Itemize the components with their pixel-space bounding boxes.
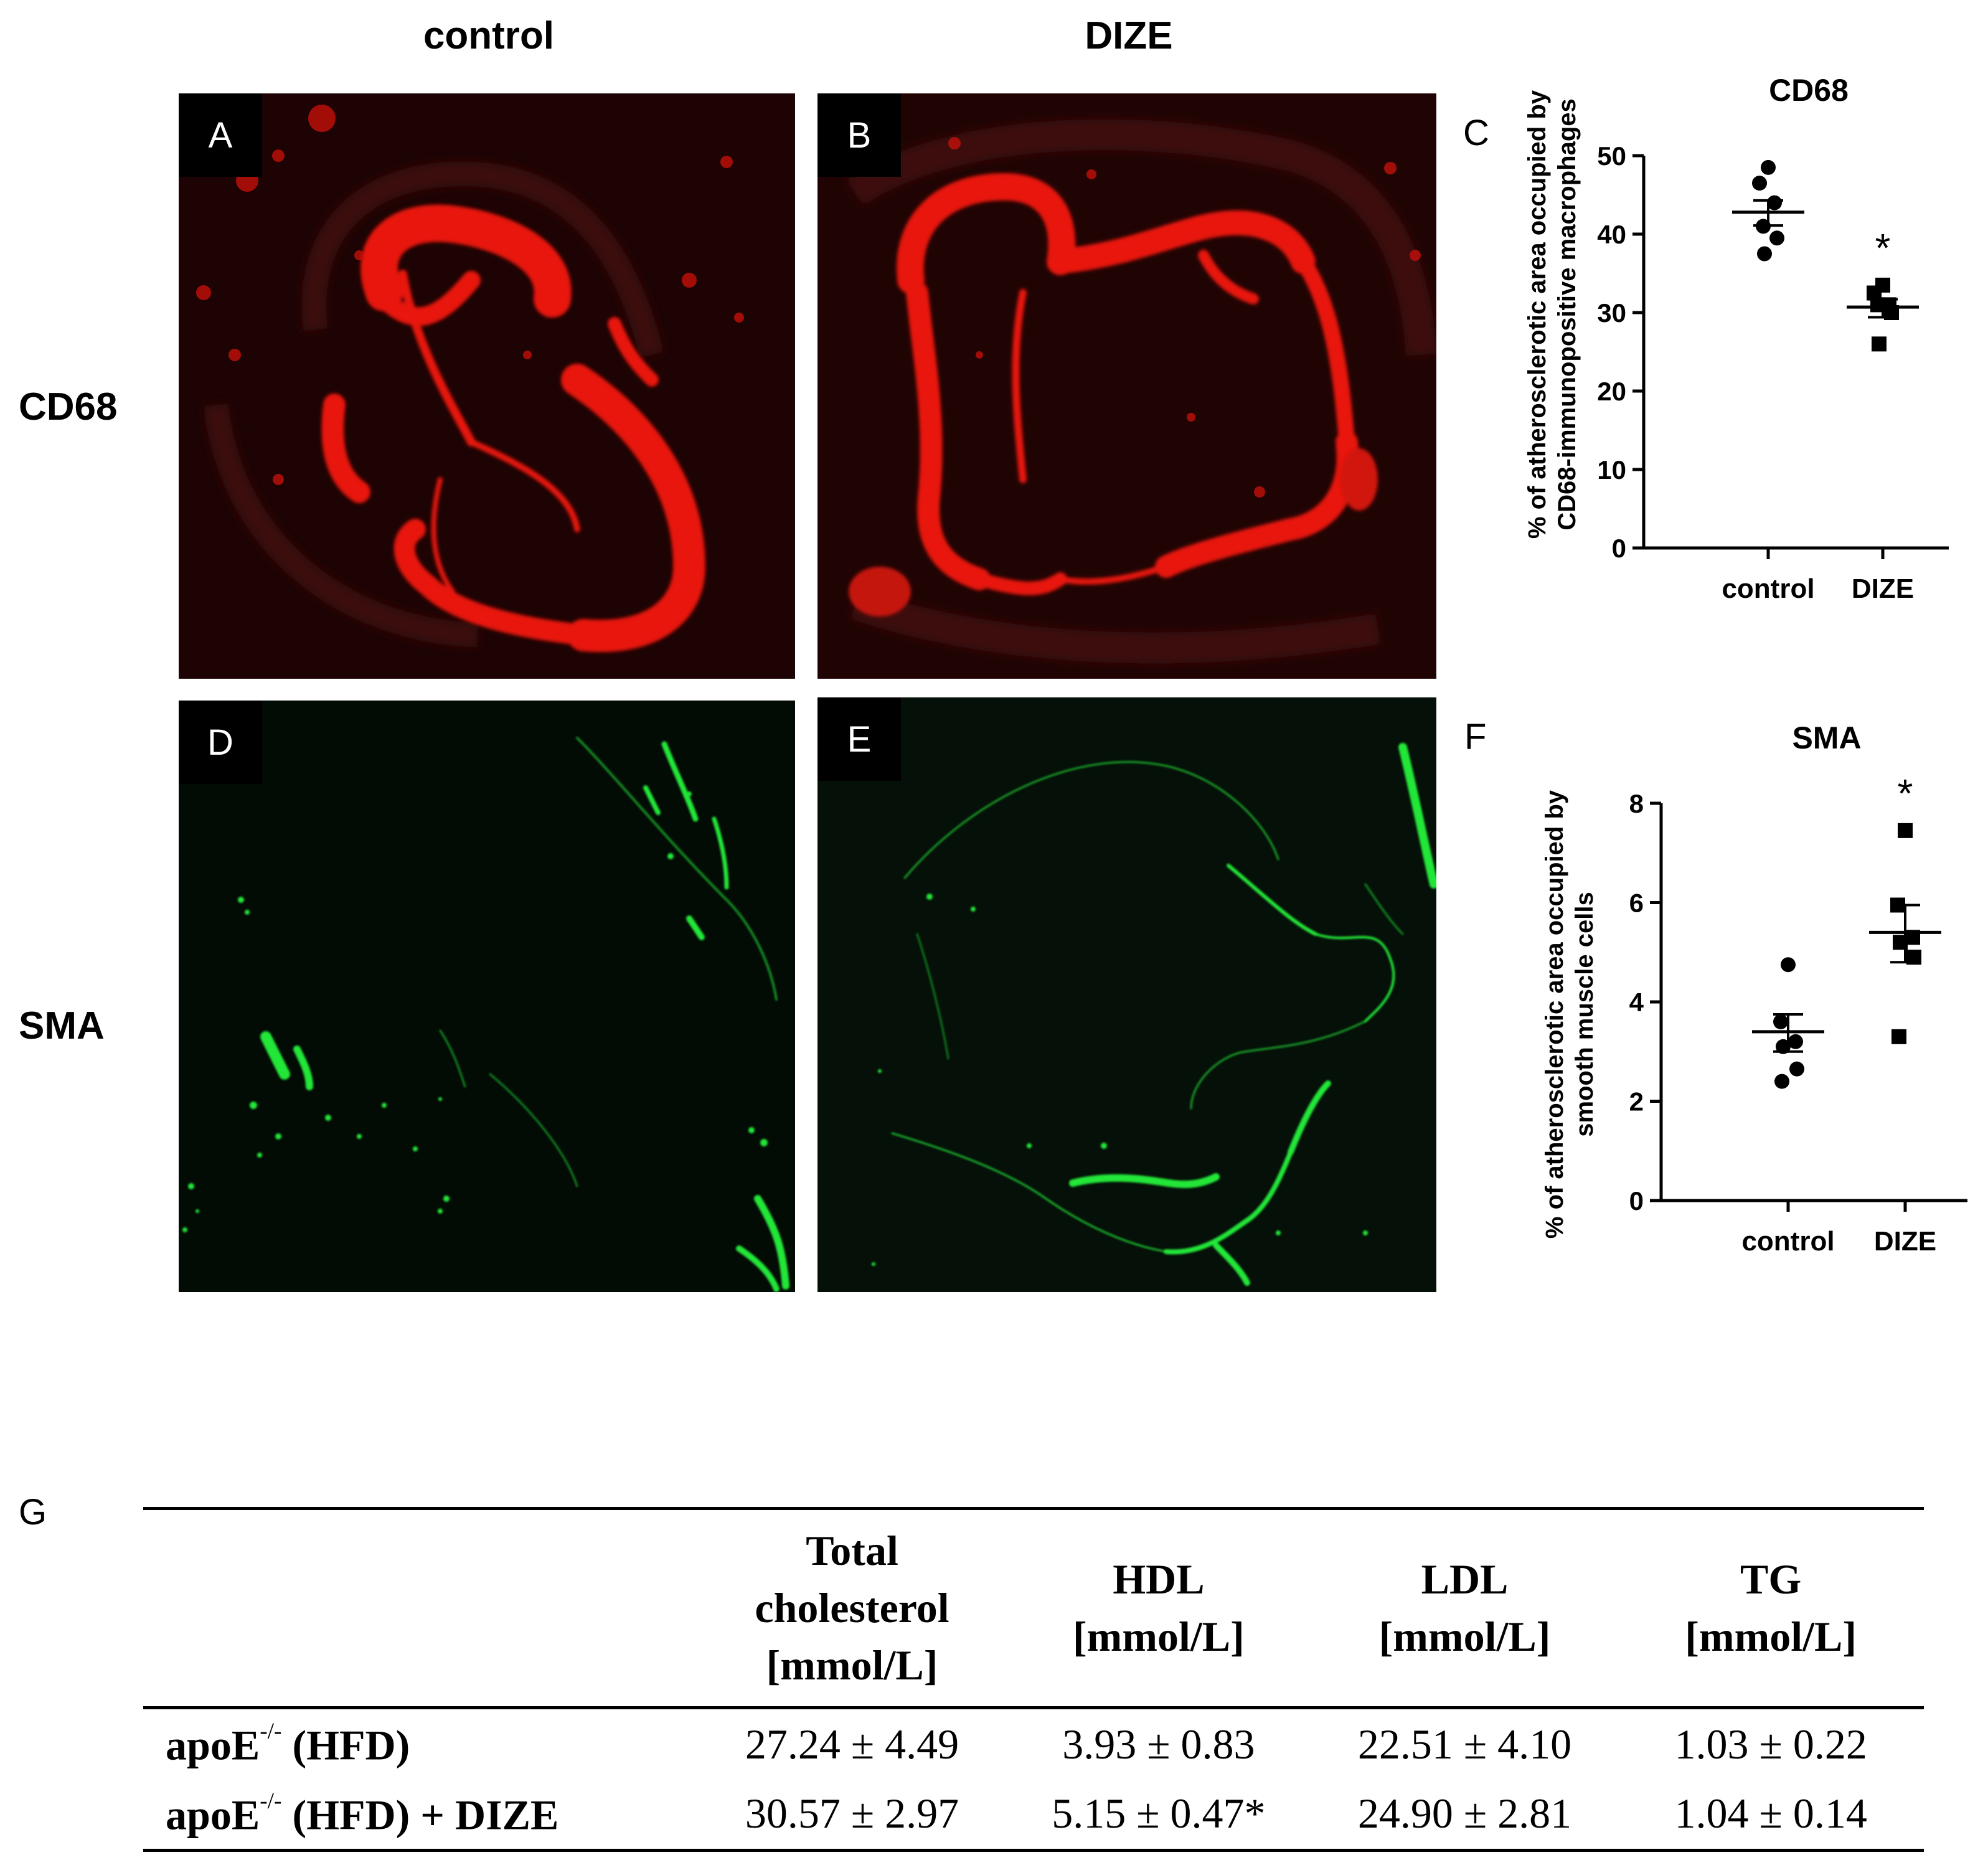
x-tick-label: control (1741, 1226, 1834, 1257)
panel-label-b: B (817, 93, 901, 177)
header-line: [mmol/L] (766, 1641, 938, 1689)
data-point (1891, 1029, 1906, 1044)
significance-marker: * (1875, 225, 1891, 270)
header-line: [mmol/L] (1685, 1612, 1857, 1660)
data-point (1872, 336, 1887, 352)
significance-marker: * (1898, 771, 1913, 816)
y-tick-label: 0 (1612, 534, 1626, 563)
data-point (1767, 195, 1782, 210)
row-label-gene: apoE (166, 1722, 260, 1770)
table-row: apoE-/- (HFD) + DIZE 30.57 ± 2.97 5.15 ±… (143, 1779, 1924, 1852)
y-axis-label: % of atherosclerotic area occupied by CD6… (1524, 90, 1581, 539)
data-point (1757, 246, 1772, 262)
x-tick-label: control (1722, 573, 1814, 604)
header-line: [mmol/L] (1073, 1612, 1245, 1660)
data-point (1788, 1034, 1803, 1049)
table-cell: 30.57 ± 2.97 (698, 1779, 1006, 1852)
y-axis-label-line-1: % of atherosclerotic area occupied by (1541, 790, 1568, 1239)
panel-label-c: C (1463, 113, 1489, 153)
panel-label-e: E (817, 697, 901, 781)
row-header-cd68: CD68 (19, 385, 118, 428)
table-header-hdl: HDL [mmol/L] (1006, 1506, 1312, 1710)
table-header-tg: TG [mmol/L] (1618, 1506, 1924, 1710)
header-line: [mmol/L] (1378, 1612, 1551, 1660)
y-tick-label: 10 (1597, 455, 1626, 484)
header-line: HDL (1113, 1555, 1205, 1603)
table-header-row: Total cholesterol [mmol/L] HDL [mmol/L] … (143, 1506, 1924, 1710)
table-cell: 1.03 ± 0.22 (1674, 1720, 1867, 1768)
row-label-group: (HFD) + DIZE (281, 1791, 559, 1839)
column-header-control: control (423, 14, 555, 57)
table-cell: 5.15 ± 0.47* (1006, 1779, 1312, 1852)
panel-label-d: D (179, 701, 262, 784)
column-header-dize: DIZE (1085, 14, 1173, 57)
data-point (1898, 823, 1913, 838)
y-axis-label-line-2: smooth muscle cells (1571, 892, 1598, 1136)
data-point (1781, 957, 1796, 973)
y-tick-label: 20 (1597, 377, 1626, 406)
header-line: Total (806, 1527, 898, 1574)
y-tick-label: 0 (1629, 1186, 1644, 1215)
row-label-superscript: -/- (260, 1719, 282, 1745)
table-cell: 1.04 ± 0.14 (1618, 1779, 1924, 1852)
lipid-profile-table: Total cholesterol [mmol/L] HDL [mmol/L] … (143, 1506, 1924, 1852)
table-cell: 27.24 ± 4.49 (745, 1720, 959, 1768)
y-tick-label: 4 (1629, 988, 1644, 1017)
micrograph-panel-b: B (817, 93, 1436, 679)
table-cell: 3.93 ± 0.83 (1062, 1720, 1255, 1768)
data-point (1761, 159, 1776, 175)
data-point (1769, 230, 1784, 246)
row-label-group: (HFD) (281, 1722, 410, 1770)
y-tick-label: 8 (1629, 789, 1644, 818)
x-tick-label: DIZE (1852, 573, 1914, 604)
row-label-gene: apoE (166, 1791, 260, 1839)
micrograph-panel-a: A (179, 93, 795, 679)
header-line: cholesterol (755, 1584, 949, 1631)
y-axis-label: % of atherosclerotic area occupied by smo… (1541, 790, 1598, 1239)
table-row: apoE-/- (HFD) 27.24 ± 4.49 3.93 ± 0.83 2… (143, 1708, 1924, 1779)
table-header-total-cholesterol: Total cholesterol [mmol/L] (698, 1506, 1006, 1710)
y-axis-label-line-1: % of atherosclerotic area occupied by (1524, 90, 1551, 539)
chart-sma-svg: SMA % of atherosclerotic area occupied by… (1541, 720, 1967, 1257)
y-tick-label: 30 (1597, 298, 1626, 328)
header-line: LDL (1421, 1555, 1509, 1603)
y-tick-label: 40 (1597, 220, 1626, 249)
table-header-ldl: LDL [mmol/L] (1311, 1506, 1618, 1710)
y-tick-label: 6 (1629, 889, 1644, 918)
y-tick-label: 2 (1629, 1087, 1644, 1116)
micrograph-panel-d: D (179, 701, 795, 1292)
table-header-empty (143, 1506, 699, 1710)
header-line: TG (1740, 1555, 1802, 1603)
data-point (1773, 1014, 1788, 1029)
chart-sma: SMA % of atherosclerotic area occupied by… (1519, 691, 1967, 1301)
row-label: apoE-/- (HFD) + DIZE (143, 1779, 699, 1852)
panel-label-f: F (1464, 717, 1487, 757)
chart-title: SMA (1792, 720, 1861, 755)
chart-cd68-svg: CD68 % of atherosclerotic area occupied b… (1524, 73, 1949, 604)
panel-label-g: G (19, 1492, 47, 1532)
chart-title: CD68 (1769, 73, 1849, 108)
data-point (1774, 1074, 1789, 1089)
table-cell: 22.51 ± 4.10 (1357, 1720, 1572, 1768)
row-label-superscript: -/- (260, 1788, 282, 1815)
data-point (1789, 1061, 1804, 1077)
row-header-sma: SMA (19, 1004, 105, 1047)
panel-label-a: A (179, 93, 262, 177)
micrograph-panel-e: E (817, 697, 1436, 1292)
x-tick-label: DIZE (1874, 1226, 1936, 1257)
y-tick-label: 50 (1597, 141, 1626, 171)
y-axis-label-line-2: CD68-immunopositive macrophages (1553, 98, 1581, 531)
data-point (1752, 176, 1767, 191)
chart-cd68: CD68 % of atherosclerotic area occupied b… (1519, 50, 1967, 648)
row-label: apoE-/- (HFD) (143, 1708, 699, 1779)
table-cell: 24.90 ± 2.81 (1311, 1779, 1618, 1852)
